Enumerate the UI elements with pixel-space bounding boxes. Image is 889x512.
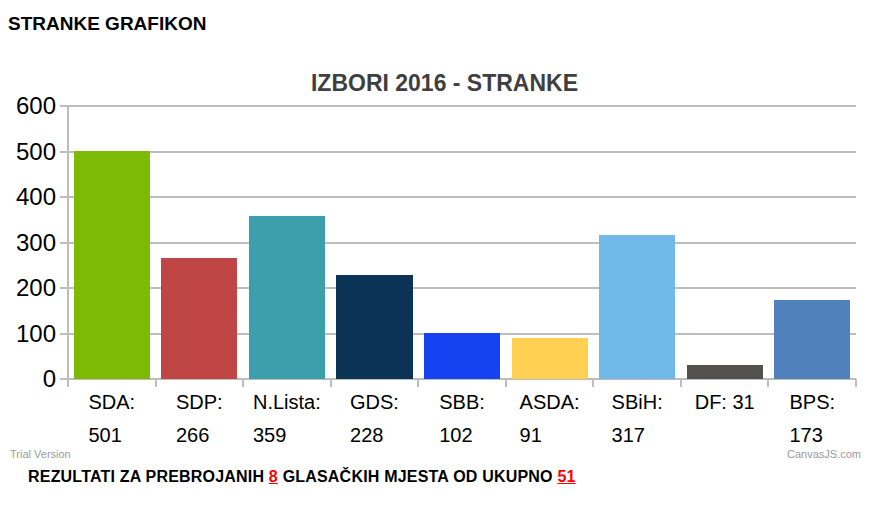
x-category-label: SBiH:317 <box>612 386 663 452</box>
y-tick-label: 100 <box>16 320 56 348</box>
x-label-slot: SBB:102 <box>418 386 506 452</box>
bar-nlista <box>249 216 325 379</box>
x-label-slot: BPS:173 <box>769 386 857 452</box>
y-tick-label: 400 <box>16 183 56 211</box>
bar-gds <box>336 275 412 379</box>
bar-sbih <box>599 235 675 379</box>
caption-total-count: 51 <box>557 468 575 485</box>
bar-slot <box>506 106 594 379</box>
bar-slot <box>418 106 506 379</box>
x-category-label-line: SBB: <box>439 386 485 419</box>
y-axis: 0100200300400500600 <box>0 106 68 379</box>
x-category-label-line: SDA: <box>88 386 135 419</box>
bar-slot <box>156 106 244 379</box>
bar-asda <box>512 338 588 379</box>
x-category-label-line: GDS: <box>350 386 399 419</box>
bar-slot <box>243 106 331 379</box>
bar-slot <box>68 106 156 379</box>
y-tick-label: 300 <box>16 229 56 257</box>
x-category-label-line: 359 <box>253 419 321 452</box>
x-category-label: ASDA:91 <box>520 386 580 452</box>
caption-middle: GLASAČKIH MJESTA OD UKUPNO <box>283 468 553 485</box>
x-category-label-line: 102 <box>439 419 485 452</box>
x-category-label-line: SDP: <box>176 386 223 419</box>
chart-title: IZBORI 2016 - STRANKE <box>0 70 889 97</box>
x-category-label-line: 228 <box>350 419 399 452</box>
x-category-label-line: 91 <box>520 419 580 452</box>
x-label-slot: SDA:501 <box>68 386 156 452</box>
bar-slot <box>681 106 769 379</box>
x-label-slot: DF: 31 <box>681 386 769 452</box>
x-category-label: DF: 31 <box>695 386 755 452</box>
x-category-label-line: ASDA: <box>520 386 580 419</box>
bar-df <box>687 365 763 379</box>
x-category-label: SDP:266 <box>176 386 223 452</box>
x-category-label-line: 317 <box>612 419 663 452</box>
bar-slot <box>769 106 857 379</box>
x-axis-labels: SDA:501 SDP:266 N.Lista:359 GDS:228 SBB:102 A… <box>68 386 856 452</box>
x-category-label: SDA:501 <box>88 386 135 452</box>
x-category-label-line: 501 <box>88 419 135 452</box>
bar-bps <box>774 300 850 379</box>
caption-prefix: REZULTATI ZA PREBROJANIH <box>28 468 264 485</box>
page-title: STRANKE GRAFIKON <box>8 13 206 35</box>
x-category-label-line: SBiH: <box>612 386 663 419</box>
x-category-label-line: 266 <box>176 419 223 452</box>
x-category-label-line: DF: 31 <box>695 386 755 419</box>
x-label-slot: SDP:266 <box>156 386 244 452</box>
plot-area <box>68 106 856 379</box>
x-label-slot: N.Lista:359 <box>243 386 331 452</box>
y-tick-label: 500 <box>16 138 56 166</box>
x-category-label: GDS:228 <box>350 386 399 452</box>
x-category-label-line: BPS: <box>789 386 835 419</box>
bars-container <box>68 106 856 379</box>
canvasjs-credit-link[interactable]: CanvasJS.com <box>787 448 861 460</box>
y-tick-label: 0 <box>43 365 56 393</box>
y-tick-label: 600 <box>16 92 56 120</box>
x-label-slot: ASDA:91 <box>506 386 594 452</box>
x-category-label: SBB:102 <box>439 386 485 452</box>
caption-counted-count: 8 <box>269 468 278 485</box>
x-category-label: N.Lista:359 <box>253 386 321 452</box>
trial-version-label: Trial Version <box>10 448 71 460</box>
bar-slot <box>593 106 681 379</box>
x-category-label: BPS:173 <box>789 386 835 452</box>
results-caption: REZULTATI ZA PREBROJANIH 8 GLASAČKIH MJE… <box>28 468 576 486</box>
x-label-slot: GDS:228 <box>331 386 419 452</box>
x-label-slot: SBiH:317 <box>593 386 681 452</box>
bar-sda <box>74 151 150 379</box>
bar-sbb <box>424 333 500 379</box>
bar-slot <box>331 106 419 379</box>
y-tick-label: 200 <box>16 274 56 302</box>
x-category-label-line: N.Lista: <box>253 386 321 419</box>
bar-sdp <box>161 258 237 379</box>
